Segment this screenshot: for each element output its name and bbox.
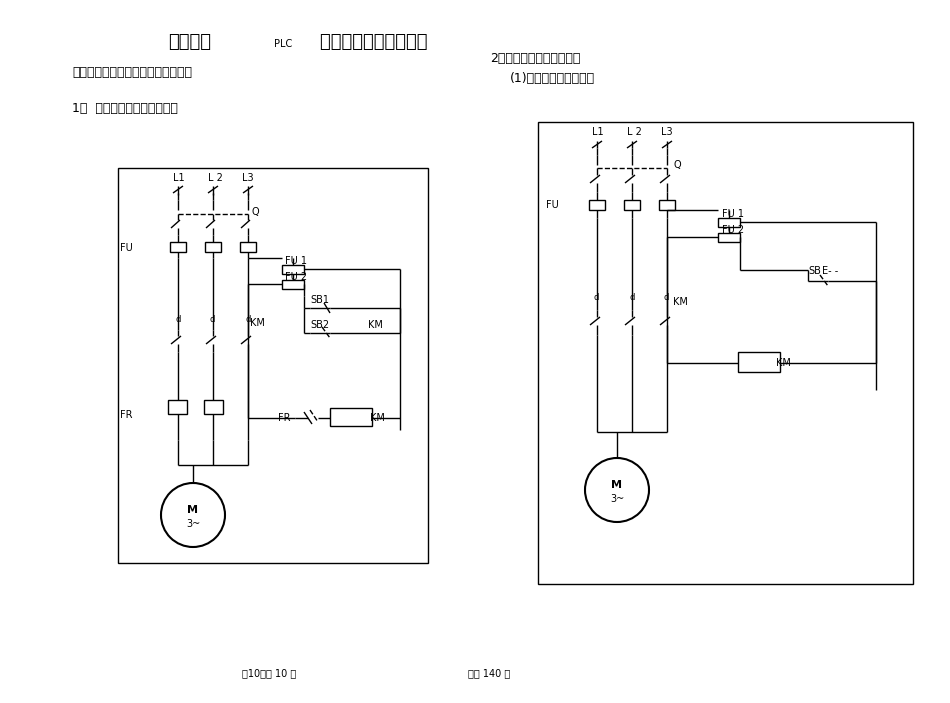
Bar	[170, 242, 186, 252]
Text: PLC: PLC	[274, 39, 293, 49]
Text: SB2: SB2	[310, 320, 329, 330]
Text: 、三相异步电机的全压起动把握电路: 、三相异步电机的全压起动把握电路	[72, 65, 192, 79]
Text: L 2: L 2	[208, 173, 223, 183]
Bar	[240, 242, 256, 252]
Text: KM: KM	[250, 318, 265, 328]
Text: Q: Q	[673, 160, 680, 170]
Text: L3: L3	[242, 173, 254, 183]
Text: FU: FU	[546, 200, 559, 210]
Text: d: d	[210, 314, 216, 323]
Text: 3~: 3~	[610, 494, 624, 504]
Text: FU 2: FU 2	[722, 225, 744, 235]
Text: L3: L3	[661, 127, 673, 137]
Text: FU: FU	[120, 243, 133, 253]
Text: (1)仅能点动把握的电路: (1)仅能点动把握的电路	[510, 72, 595, 84]
Text: L1: L1	[592, 127, 603, 137]
Text: L1: L1	[173, 173, 184, 183]
Bar	[204, 400, 223, 414]
Circle shape	[161, 483, 225, 547]
Text: KM: KM	[368, 320, 383, 330]
Bar	[738, 352, 780, 372]
Text: M: M	[187, 505, 199, 515]
Text: d: d	[245, 314, 251, 323]
Text: SB1: SB1	[310, 295, 329, 305]
Bar	[205, 242, 221, 252]
Bar	[538, 122, 913, 584]
Text: d: d	[629, 293, 635, 302]
Text: FR: FR	[120, 410, 132, 420]
Bar	[118, 168, 428, 563]
Bar	[659, 200, 675, 210]
Bar	[589, 200, 605, 210]
Text: d: d	[594, 293, 599, 302]
Text: M: M	[612, 480, 622, 490]
Text: 第10页共 10 页: 第10页共 10 页	[242, 668, 296, 678]
Text: FR: FR	[278, 413, 291, 423]
Text: 2、电动机的点动把握电路: 2、电动机的点动把握电路	[490, 53, 580, 65]
Text: KM: KM	[370, 413, 385, 423]
Text: KM: KM	[776, 358, 790, 368]
Text: FU 1: FU 1	[285, 256, 307, 266]
Text: 《电器及: 《电器及	[168, 33, 211, 51]
Text: E- -: E- -	[822, 266, 838, 276]
Text: 3~: 3~	[186, 519, 200, 529]
Bar	[718, 218, 740, 227]
Text: 把握技术》电气原理图: 把握技术》电气原理图	[295, 33, 428, 51]
Text: d: d	[664, 293, 670, 302]
Bar	[624, 200, 640, 210]
Text: d: d	[175, 314, 180, 323]
Bar	[282, 265, 304, 274]
Text: 共印 140 份: 共印 140 份	[468, 668, 510, 678]
Bar	[282, 280, 304, 289]
Text: FU 1: FU 1	[722, 209, 744, 219]
Bar	[330, 408, 372, 426]
Text: KM: KM	[673, 297, 688, 307]
Text: L 2: L 2	[627, 127, 642, 137]
Bar	[168, 400, 187, 414]
Bar	[718, 233, 740, 242]
Circle shape	[585, 458, 649, 522]
Text: 1、  电动机连续运转把握电路: 1、 电动机连续运转把握电路	[72, 101, 178, 115]
Text: FU 2: FU 2	[285, 272, 307, 282]
Text: Q: Q	[252, 207, 259, 217]
Text: SB: SB	[808, 266, 821, 276]
